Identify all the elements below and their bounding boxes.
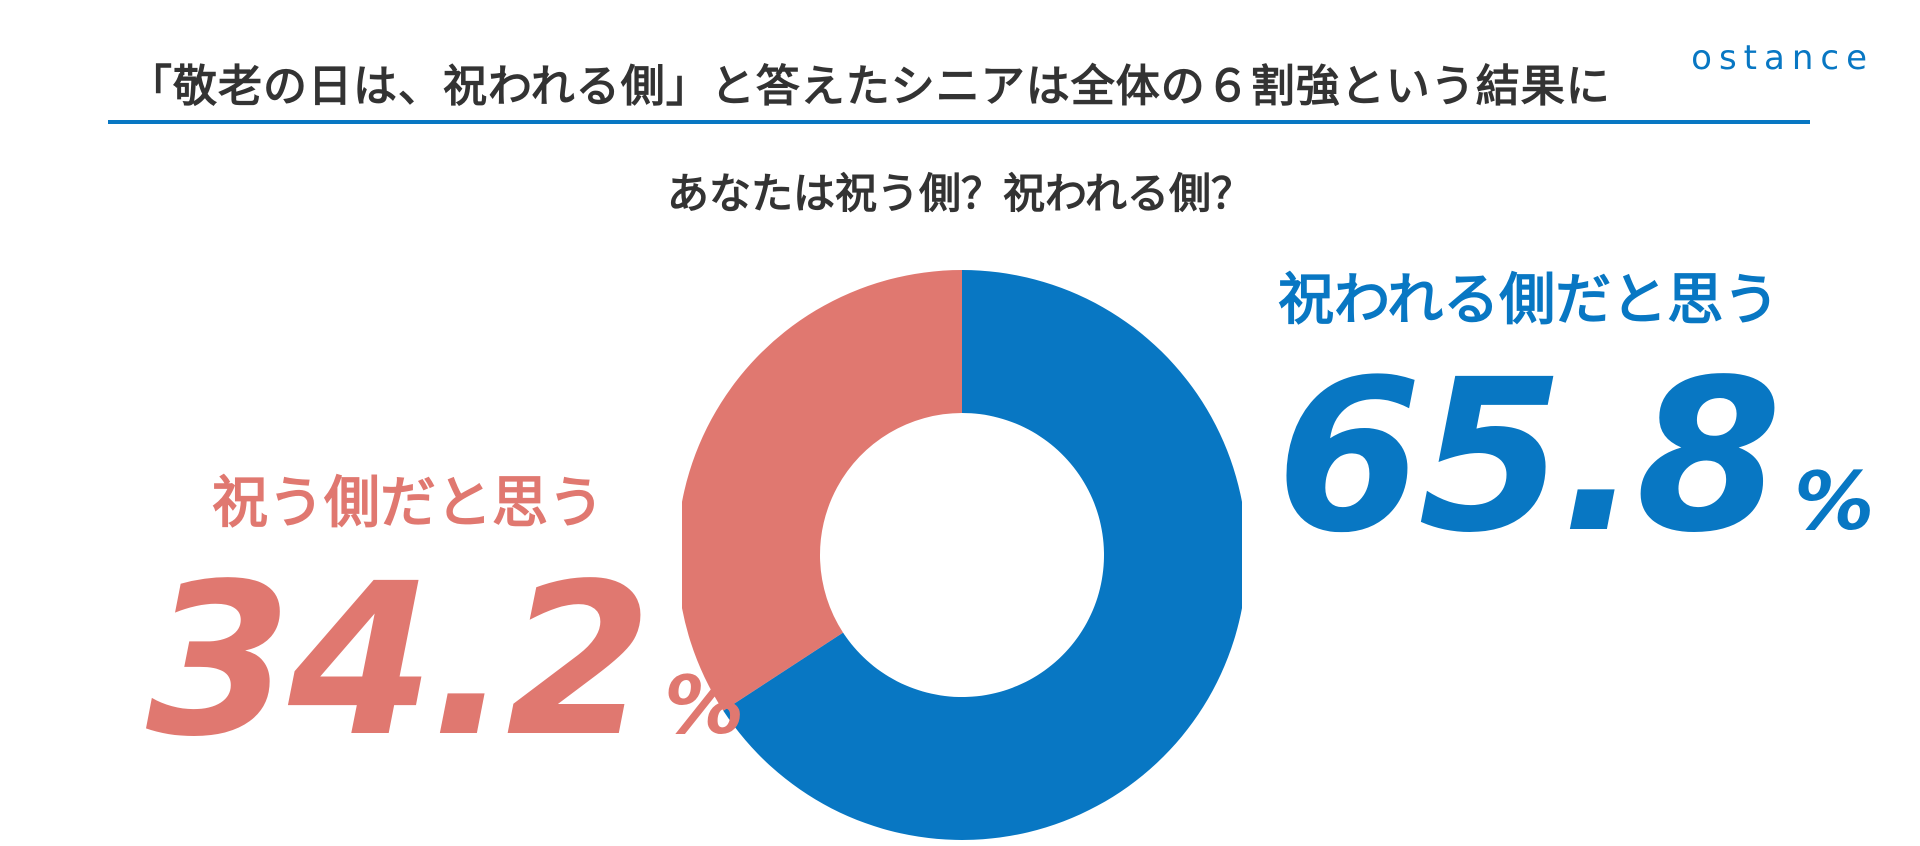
chart-title: あなたは祝う側？祝われる側？ <box>667 169 1253 218</box>
series-value-celebrating: 34.2% <box>146 556 744 766</box>
brand-logo: ostance <box>1691 38 1874 78</box>
donut-chart <box>682 270 1242 840</box>
series-label-celebrating: 祝う側だと思う <box>212 471 604 536</box>
series-value-celebrating-number: 34.2 <box>146 538 652 783</box>
donut-slice-celebrating <box>682 270 962 711</box>
headline: 「敬老の日は、祝われる側」と答えたシニアは全体の６割強という結果に <box>128 61 1611 112</box>
series-value-celebrated: 65.8% <box>1276 352 1874 562</box>
series-value-celebrated-number: 65.8 <box>1276 334 1782 579</box>
series-value-celebrated-unit: % <box>1794 455 1875 548</box>
donut-slice-celebrated <box>723 270 1242 840</box>
series-value-celebrating-unit: % <box>664 659 745 752</box>
header-divider <box>108 120 1810 124</box>
series-label-celebrated: 祝われる側だと思う <box>1278 268 1780 333</box>
